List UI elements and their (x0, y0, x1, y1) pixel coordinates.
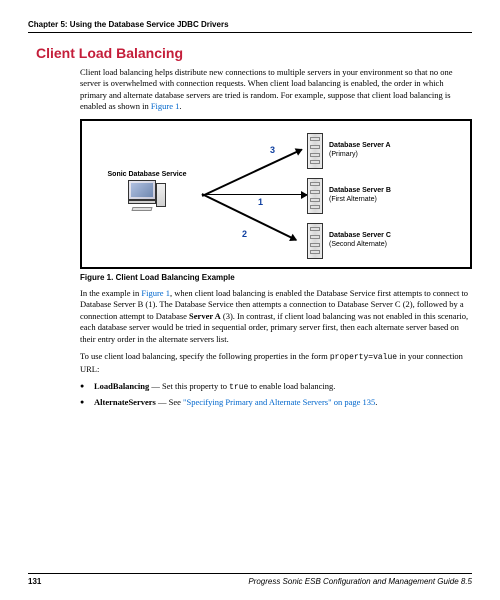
usage-paragraph: To use client load balancing, specify th… (80, 351, 472, 375)
arrow-label-3: 3 (270, 145, 275, 155)
list-item: AlternateServers — See "Specifying Prima… (80, 397, 472, 408)
list-item: LoadBalancing — Set this property to tru… (80, 381, 472, 394)
explanation-paragraph: In the example in Figure 1, when client … (80, 288, 472, 345)
diagram: Sonic Database Service 3 1 2 Database Se… (80, 119, 472, 269)
chapter-header: Chapter 5: Using the Database Service JD… (28, 20, 472, 33)
text: — Set this property to (149, 381, 229, 391)
code-text: property=value (330, 353, 397, 362)
server-role: (First Alternate) (329, 196, 391, 204)
server-a-bold: Server A (189, 311, 221, 321)
figure-caption: Figure 1. Client Load Balancing Example (80, 273, 472, 282)
server-c: Database Server C (Second Alternate) (307, 221, 462, 261)
arrow-2 (202, 193, 297, 240)
client-node: Sonic Database Service (92, 171, 202, 212)
property-list: LoadBalancing — Set this property to tru… (80, 381, 472, 408)
server-b: Database Server B (First Alternate) (307, 176, 462, 216)
client-label: Sonic Database Service (92, 171, 202, 178)
arrow-label-2: 2 (242, 229, 247, 239)
server-text: Database Server B (First Alternate) (329, 187, 391, 204)
prop-name: AlternateServers (94, 397, 156, 407)
computer-icon (128, 180, 166, 212)
prop-name: LoadBalancing (94, 381, 149, 391)
server-icon (307, 178, 323, 214)
arrow-1 (202, 194, 307, 196)
page-number: 131 (28, 577, 41, 586)
text: — See (156, 397, 183, 407)
page-footer: 131 Progress Sonic ESB Configuration and… (28, 573, 472, 586)
figure-link[interactable]: Figure 1 (151, 101, 180, 111)
section-title: Client Load Balancing (36, 45, 472, 61)
server-a: Database Server A (Primary) (307, 131, 462, 171)
text: Client load balancing helps distribute n… (80, 67, 453, 111)
server-name: Database Server C (329, 232, 391, 240)
figure-link[interactable]: Figure 1 (141, 288, 170, 298)
cross-ref-link[interactable]: "Specifying Primary and Alternate Server… (183, 397, 375, 407)
server-role: (Second Alternate) (329, 241, 391, 249)
text: . (179, 101, 181, 111)
server-name: Database Server B (329, 187, 391, 195)
arrow-label-1: 1 (258, 197, 263, 207)
server-icon (307, 133, 323, 169)
text: In the example in (80, 288, 141, 298)
doc-title: Progress Sonic ESB Configuration and Man… (248, 577, 472, 586)
server-icon (307, 223, 323, 259)
server-role: (Primary) (329, 151, 391, 159)
server-text: Database Server A (Primary) (329, 142, 391, 159)
arrow-3 (202, 148, 302, 196)
code-text: true (229, 383, 248, 392)
server-name: Database Server A (329, 142, 391, 150)
text: to enable load balancing. (248, 381, 335, 391)
intro-paragraph: Client load balancing helps distribute n… (80, 67, 472, 113)
server-text: Database Server C (Second Alternate) (329, 232, 391, 249)
text: . (375, 397, 377, 407)
text: To use client load balancing, specify th… (80, 351, 330, 361)
